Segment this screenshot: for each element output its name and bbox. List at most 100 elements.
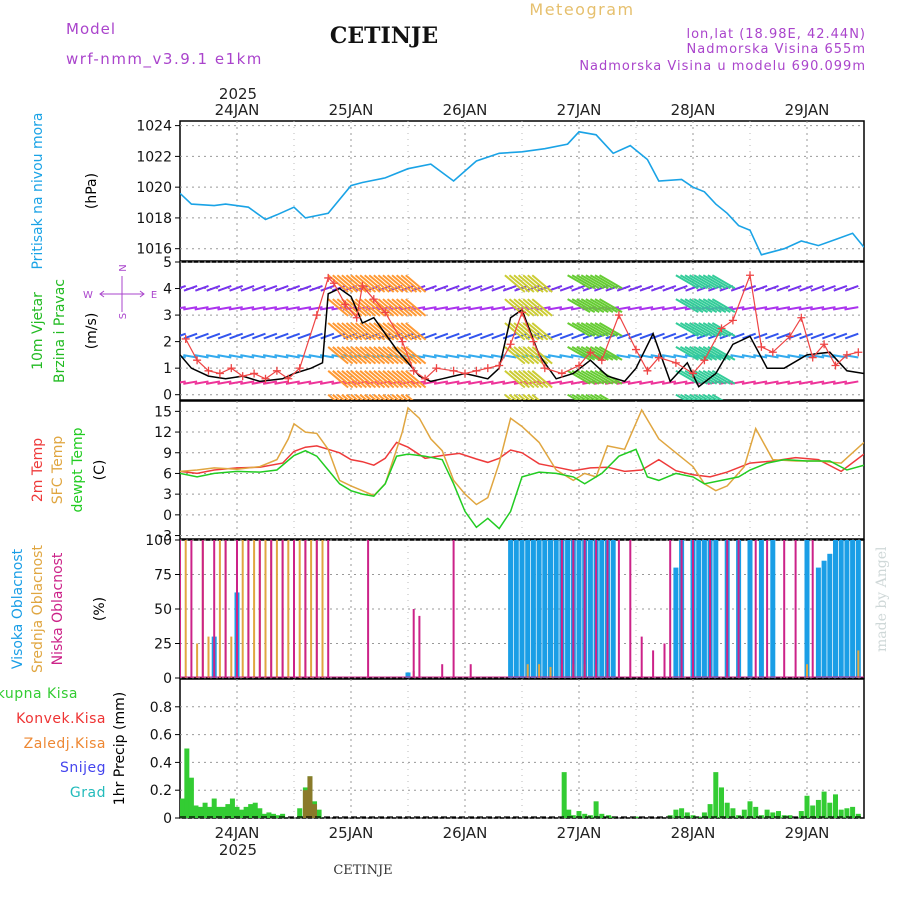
wind-arrow — [180, 380, 186, 384]
wind-arrow — [502, 380, 517, 385]
cloud-bar-high — [696, 540, 702, 678]
year-bottom: 2025 — [219, 841, 257, 859]
wind-arrow — [662, 332, 677, 340]
wind-arrow — [309, 284, 323, 292]
wind-arrow — [217, 354, 232, 359]
precip-bar-total — [211, 798, 217, 818]
precip-bar-total — [297, 808, 303, 818]
wind-arrow — [332, 346, 354, 365]
wind-arrow — [810, 332, 825, 340]
wind-arrow — [776, 332, 791, 340]
wind-arrow — [468, 354, 483, 359]
wind-arrow — [386, 346, 409, 365]
wind-arrow — [297, 284, 312, 292]
wind-arrow — [364, 274, 386, 293]
series-t2m-line — [180, 441, 864, 478]
wind-arrow — [707, 346, 731, 361]
precip-bar-convective — [307, 776, 313, 818]
wind-arrow — [433, 380, 449, 385]
y-unit-label: (m/s) — [84, 313, 100, 350]
wind-arrow — [693, 298, 718, 314]
precip-bar-total — [275, 815, 281, 818]
wind-arrow — [400, 298, 422, 317]
wind-arrow — [513, 274, 535, 293]
wind-arrow — [594, 322, 618, 337]
precip-bar-total — [566, 809, 572, 818]
wind-arrow — [531, 298, 553, 317]
wind-arrow — [359, 346, 381, 365]
wind-arrow — [567, 322, 591, 337]
wind-arrow — [359, 322, 381, 341]
precip-bar-total — [266, 812, 272, 818]
wind-gust-marker — [227, 364, 236, 373]
panel-clouds: 0 25 50 75 100 Visoka Oblacnost Srednja Oblacn… — [10, 533, 865, 687]
wind-arrow — [229, 284, 244, 292]
wind-gust-marker — [529, 337, 538, 346]
wind-arrow — [832, 306, 848, 311]
precip-bar-total — [234, 806, 240, 818]
wind-arrow — [251, 306, 266, 311]
wind-arrow — [240, 284, 255, 292]
wind-arrow — [531, 322, 553, 341]
precip-bar-total — [270, 813, 276, 818]
precip-bar-total — [248, 804, 254, 818]
wind-arrow — [776, 284, 791, 292]
wind-arrow — [285, 380, 300, 385]
wind-arrow — [571, 369, 596, 385]
wind-arrow — [263, 284, 278, 292]
wind-arrow — [689, 346, 713, 361]
series-tsfc-line — [180, 406, 864, 506]
wind-arrow — [585, 298, 609, 314]
wind-arrow — [693, 393, 706, 400]
wind-arrow — [377, 274, 399, 293]
wind-arrow — [332, 274, 354, 293]
wind-arrow — [373, 298, 395, 317]
cloud-bar-low — [180, 540, 181, 678]
model-name: wrf-nmm_v3.9.1 e1km — [66, 50, 263, 69]
wind-arrow — [373, 346, 395, 365]
wind-arrow — [206, 332, 221, 340]
wind-gust-marker — [250, 369, 259, 378]
panel-plot-area — [180, 271, 864, 400]
wind-arrow — [240, 332, 255, 340]
wind-arrow — [332, 298, 354, 317]
wind-arrow — [240, 306, 255, 311]
wind-arrow — [395, 346, 418, 365]
precip-bar-total — [582, 813, 588, 818]
wind-arrow — [400, 393, 410, 400]
wind-arrow — [599, 274, 623, 290]
wind-arrow — [354, 346, 377, 365]
wind-arrow — [456, 380, 471, 385]
wind-arrow — [698, 274, 722, 290]
wind-arrow — [580, 369, 605, 385]
wind-arrow — [350, 274, 372, 293]
precip-bar-total — [770, 812, 776, 818]
wind-arrow — [711, 298, 736, 314]
precip-bar-convective — [302, 790, 308, 818]
wind-arrow — [844, 332, 859, 340]
top-date-axis: 24JAN 25JAN 26JAN 27JAN 28JAN 29JAN — [215, 101, 830, 119]
wind-arrow — [599, 393, 611, 400]
wind-arrow — [844, 306, 859, 311]
wind-arrow — [468, 284, 483, 292]
wind-arrow — [395, 274, 418, 293]
wind-arrow — [308, 354, 323, 359]
wind-arrow — [206, 284, 221, 292]
cloud-bar-low — [652, 650, 655, 678]
cloud-bar-high — [542, 540, 548, 678]
wind-arrow — [765, 332, 779, 340]
wind-arrow — [661, 306, 677, 311]
wind-gust-marker — [409, 366, 418, 375]
wind-gust-marker — [421, 374, 430, 383]
wind-gust-marker — [261, 374, 270, 383]
wind-arrow — [331, 380, 346, 385]
wind-arrow — [308, 306, 323, 311]
wind-arrow — [274, 380, 289, 385]
wind-arrow — [386, 322, 409, 341]
wind-arrow — [589, 369, 614, 385]
wind-arrow — [405, 393, 414, 400]
wind-gust-marker — [369, 295, 378, 304]
wind-arrow — [262, 354, 278, 359]
wind-arrow — [327, 322, 349, 341]
wind-arrow — [391, 274, 413, 293]
